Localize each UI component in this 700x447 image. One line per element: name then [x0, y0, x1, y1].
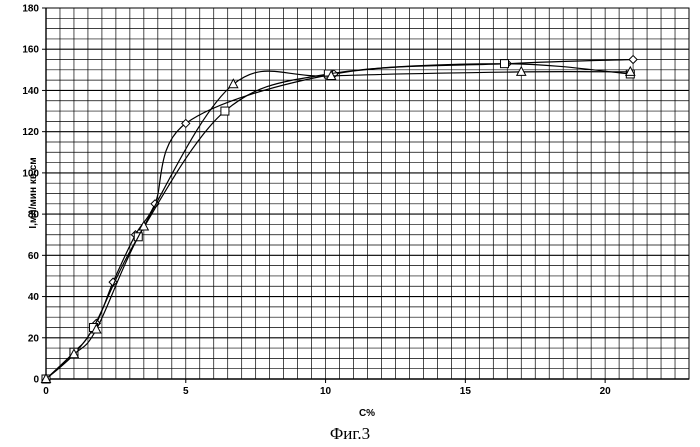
chart: 02040608010012014016018005101520 C% I,мл… [0, 0, 700, 420]
y-tick-label: 140 [22, 86, 39, 97]
x-tick-label: 5 [183, 386, 189, 397]
y-tick-label: 160 [22, 45, 39, 56]
y-tick-label: 20 [28, 333, 40, 344]
y-axis-title: I,мл/мин кв.см [28, 157, 39, 228]
x-tick-label: 20 [600, 386, 612, 397]
y-tick-label: 0 [33, 375, 39, 386]
x-tick-label: 0 [43, 386, 49, 397]
y-tick-label: 40 [28, 292, 40, 303]
y-tick-label: 120 [22, 127, 39, 138]
x-tick-label: 10 [320, 386, 332, 397]
data-point-square [221, 107, 229, 115]
x-tick-label: 15 [460, 386, 472, 397]
y-tick-label: 60 [28, 251, 40, 262]
y-tick-label: 180 [22, 4, 39, 15]
x-axis-title: C% [359, 408, 375, 419]
data-point-square [500, 60, 508, 68]
figure-caption: Фиг.3 [0, 424, 700, 444]
